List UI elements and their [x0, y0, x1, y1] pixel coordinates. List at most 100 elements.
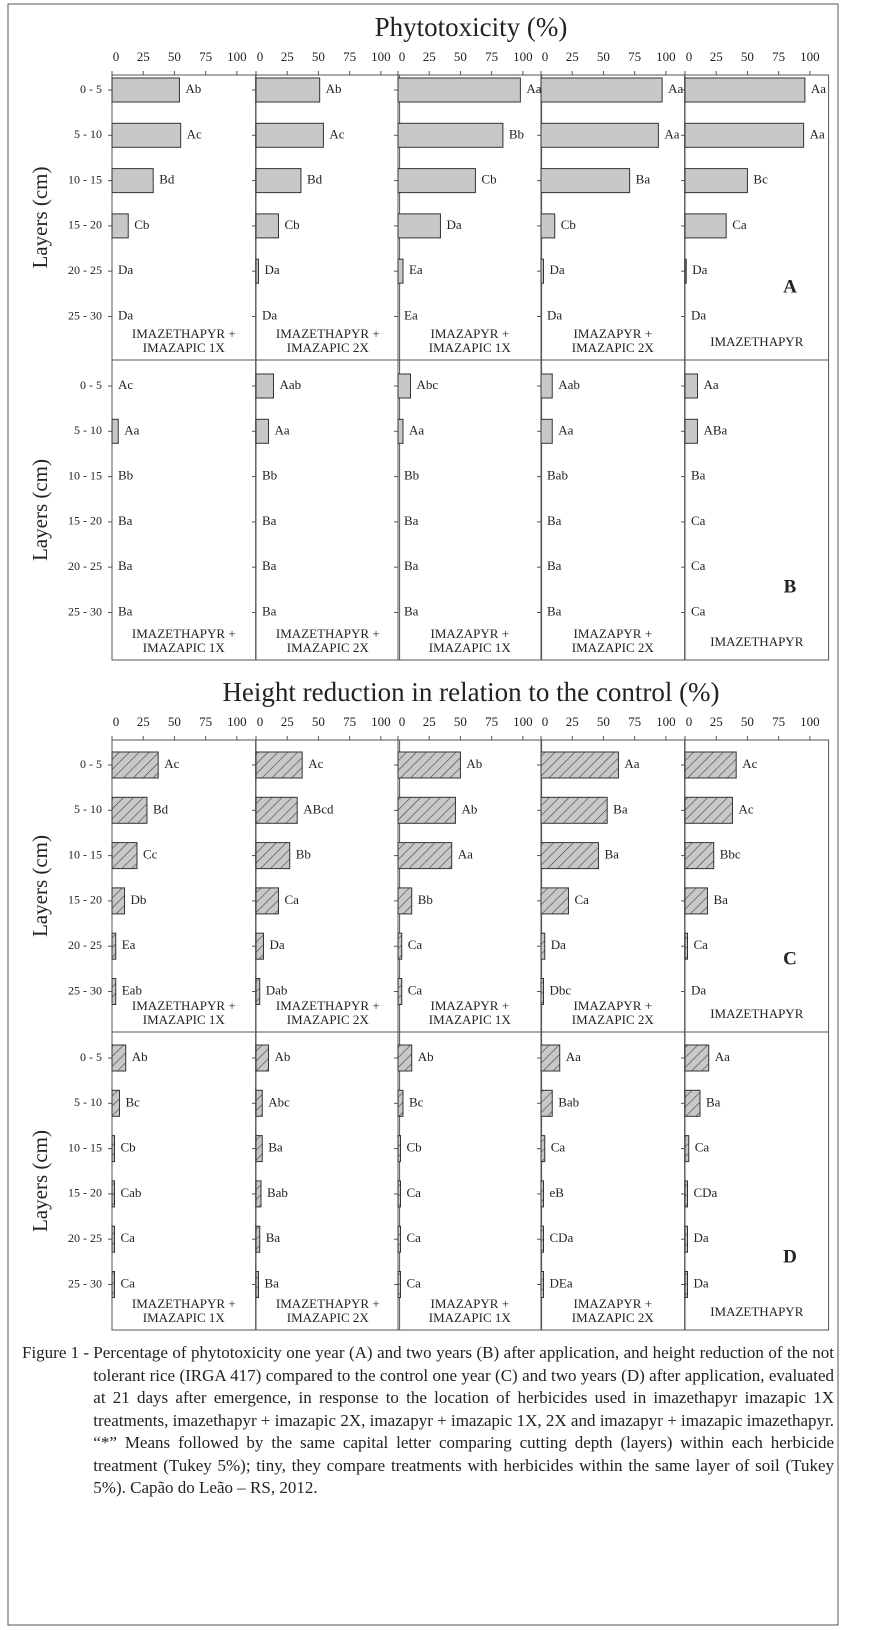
y-axis-label: Layers (cm) [28, 1130, 52, 1232]
bar-letter: Ba [706, 1094, 721, 1109]
bar-letter: CDa [693, 1185, 717, 1200]
treatment-label: IMAZAPIC 2X [287, 1012, 370, 1027]
treatment-label: IMAZAPIC 1X [143, 1310, 226, 1325]
bar-letter: Ba [713, 892, 728, 907]
x-tick-label: 0 [257, 714, 264, 729]
y-tick-label: 0 - 5 [80, 378, 102, 392]
x-tick-label: 50 [454, 714, 467, 729]
x-tick-label: 75 [199, 714, 212, 729]
bar-letter: Cb [120, 1140, 135, 1155]
bar-letter: Ab [132, 1049, 148, 1064]
bar-letter: Da [118, 262, 133, 277]
x-tick-label: 75 [772, 49, 785, 64]
bar [684, 1225, 688, 1253]
bar [255, 1225, 261, 1253]
bar [540, 77, 663, 103]
bar [540, 213, 556, 239]
bar [684, 751, 737, 779]
bar-letter: Bbc [720, 847, 741, 862]
bar [111, 842, 138, 870]
bar [255, 418, 269, 444]
bar-letter: Da [547, 307, 562, 322]
caption: Figure 1 - Percentage of phytotoxicity o… [22, 1342, 834, 1500]
bar-letter: Ba [118, 603, 133, 618]
subplot-frame [684, 739, 830, 1033]
bar [397, 1135, 401, 1163]
bar [397, 77, 521, 103]
bar-letter: Ca [695, 1140, 710, 1155]
treatment-label: IMAZETHAPYR + [132, 626, 236, 641]
x-tick-label: 75 [343, 714, 356, 729]
bar [255, 796, 298, 824]
y-tick-label: 0 - 5 [80, 82, 102, 96]
x-tick-label: 100 [800, 714, 820, 729]
bar [540, 418, 553, 444]
bar [684, 168, 748, 194]
bar [540, 1271, 544, 1298]
bar-letter: Bb [509, 126, 524, 141]
treatment-label: IMAZETHAPYR + [276, 1296, 380, 1311]
bar-letter: Ba [604, 847, 619, 862]
bar-letter: Aa [124, 422, 139, 437]
treatment-label: IMAZETHAPYR [710, 334, 803, 349]
x-tick-label: 25 [566, 49, 579, 64]
bar-letter: Ca [691, 513, 706, 528]
bar [540, 978, 544, 1005]
treatment-label: IMAZAPYR + [574, 326, 652, 341]
bar [111, 1180, 115, 1208]
bar [111, 77, 180, 103]
bar-letter: Da [691, 982, 706, 997]
x-tick-label: 25 [423, 49, 436, 64]
x-tick-label: 75 [772, 714, 785, 729]
bar-letter: Bab [547, 468, 568, 483]
treatment-label: IMAZAPIC 2X [572, 340, 655, 355]
bar-letter: Ba [691, 468, 706, 483]
x-tick-label: 75 [628, 49, 641, 64]
bar [397, 751, 461, 779]
x-tick-label: 0 [399, 49, 406, 64]
bar-letter: Ca [691, 603, 706, 618]
bar-letter: Ba [613, 801, 628, 816]
bar-letter: Ba [268, 1140, 283, 1155]
x-tick-label: 100 [513, 714, 533, 729]
bar-letter: Abc [416, 377, 438, 392]
bar [255, 373, 274, 399]
bar-letter: Ca [406, 1230, 421, 1245]
y-tick-label: 20 - 25 [68, 559, 102, 573]
bar-letter: Eab [122, 982, 142, 997]
treatment-label: IMAZAPIC 2X [572, 1012, 655, 1027]
bar-letter: Ac [187, 126, 202, 141]
bar [397, 258, 404, 284]
bar [684, 122, 805, 148]
bar [255, 1135, 263, 1163]
bar [111, 1135, 115, 1163]
treatment-label: IMAZETHAPYR + [276, 326, 380, 341]
bar-letter: Cb [561, 217, 576, 232]
x-tick-label: 50 [741, 49, 754, 64]
bar-letter: Ca [284, 892, 299, 907]
bar [684, 932, 688, 960]
x-tick-label: 25 [423, 714, 436, 729]
bar [684, 1271, 688, 1298]
subplot-frame [540, 359, 686, 661]
bar [397, 796, 456, 824]
bar-letter: Ba [262, 513, 277, 528]
treatment-label: IMAZAPYR + [574, 1296, 652, 1311]
x-tick-label: 0 [686, 49, 693, 64]
treatment-label: IMAZAPIC 2X [287, 340, 370, 355]
bar-letter: Bb [296, 847, 311, 862]
y-tick-label: 15 - 20 [68, 218, 102, 232]
bar-letter: Aa [624, 756, 639, 771]
x-tick-label: 25 [710, 714, 723, 729]
y-axis-label: Layers (cm) [28, 459, 52, 561]
bar [540, 842, 599, 870]
x-tick-label: 100 [371, 714, 391, 729]
bar [111, 213, 129, 239]
bar-letter: Ba [547, 558, 562, 573]
y-tick-label: 25 - 30 [68, 308, 102, 322]
bar [111, 751, 159, 779]
bar-letter: Ca [408, 982, 423, 997]
y-tick-label: 20 - 25 [68, 1231, 102, 1245]
x-tick-label: 100 [656, 714, 676, 729]
bar [540, 168, 631, 194]
